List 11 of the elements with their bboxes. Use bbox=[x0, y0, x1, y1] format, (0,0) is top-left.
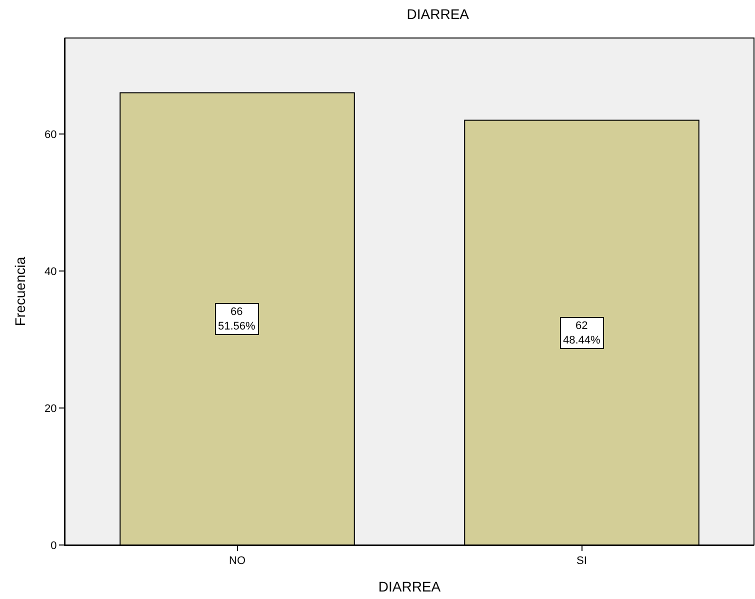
x-tick-label: NO bbox=[229, 555, 246, 568]
data-label: 62 48.44% bbox=[563, 320, 601, 346]
y-tick-label: 0 bbox=[50, 540, 57, 552]
y-axis-title: Frecuencia bbox=[12, 256, 28, 326]
y-tick-label: 60 bbox=[44, 128, 57, 141]
chart-title: DIARREA bbox=[406, 6, 470, 22]
y-tick-label: 20 bbox=[44, 402, 57, 415]
y-tick-label: 40 bbox=[44, 266, 57, 278]
x-tick-label: SI bbox=[576, 555, 587, 568]
x-axis-title: DIARREA bbox=[378, 578, 442, 594]
data-label: 66 51.56% bbox=[218, 306, 256, 332]
